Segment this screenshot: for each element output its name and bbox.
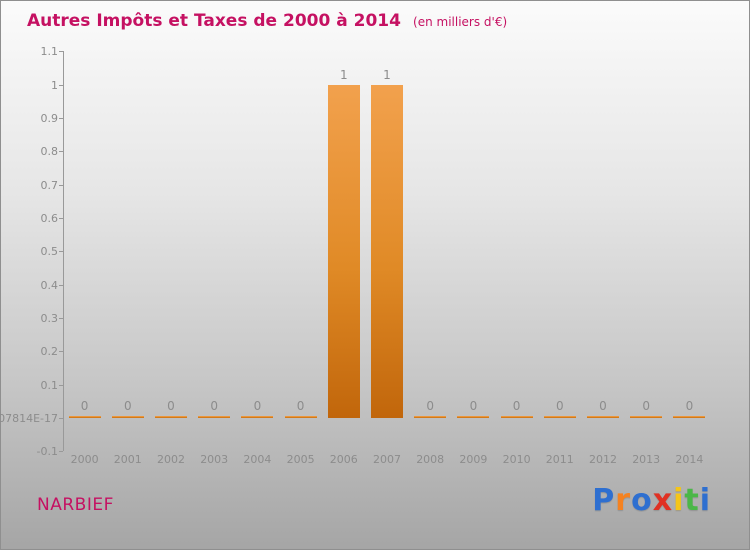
logo-letter: P bbox=[592, 483, 616, 518]
bar-value-label: 0 bbox=[123, 399, 132, 413]
y-tick-mark bbox=[59, 118, 63, 119]
logo-letter: i bbox=[699, 483, 711, 518]
x-axis-label: 2003 bbox=[200, 453, 229, 466]
y-tick-mark bbox=[59, 51, 63, 52]
zero-bar-dash bbox=[284, 416, 317, 418]
x-axis-label: 2002 bbox=[157, 453, 185, 466]
y-tick-label: 0.3 bbox=[40, 312, 59, 325]
bar-value-label: 1 bbox=[383, 68, 391, 82]
zero-bar-dash bbox=[155, 416, 187, 418]
y-tick-mark bbox=[59, 85, 63, 86]
y-tick-mark bbox=[59, 451, 63, 452]
x-axis-label: 2007 bbox=[373, 453, 401, 466]
x-axis-label: 2006 bbox=[329, 453, 358, 466]
x-axis-label: 2000 bbox=[70, 453, 99, 466]
y-tick-label: -0.1 bbox=[36, 445, 58, 458]
bar-value-label: 0 bbox=[167, 399, 175, 413]
x-axis-label: 2004 bbox=[243, 453, 272, 466]
y-axis-line bbox=[63, 51, 64, 451]
x-axis-label: 2014 bbox=[675, 453, 704, 466]
bar-value-label: 0 bbox=[210, 399, 218, 413]
x-axis-label: 2009 bbox=[459, 453, 488, 466]
zero-bar-dash bbox=[630, 416, 663, 418]
bar-value-label: 0 bbox=[512, 399, 521, 413]
zero-bar-dash bbox=[673, 416, 706, 418]
bar-value-label: 0 bbox=[296, 399, 305, 413]
chart-title: Autres Impôts et Taxes de 2000 à 2014 bbox=[27, 11, 401, 31]
bar-value-label: 0 bbox=[80, 399, 89, 413]
zero-bar-dash bbox=[241, 416, 274, 418]
logo-letter: o bbox=[631, 483, 653, 518]
zero-bar-dash bbox=[414, 416, 447, 418]
logo-letter: t bbox=[684, 483, 700, 518]
x-axis-label: 2001 bbox=[113, 453, 142, 466]
commune-name: NARBIEF bbox=[37, 495, 114, 515]
zero-bar-dash bbox=[198, 416, 231, 418]
zero-bar-dash bbox=[111, 416, 144, 418]
x-axis-label: 2013 bbox=[632, 453, 661, 466]
x-axis-label: 2010 bbox=[502, 453, 531, 466]
y-tick-label: 0.4 bbox=[40, 279, 59, 292]
y-tick-mark bbox=[59, 418, 63, 419]
y-tick-mark bbox=[59, 351, 63, 352]
y-tick-mark bbox=[59, 385, 63, 386]
logo-letter: i bbox=[673, 483, 685, 518]
proxiti-logo: Proxiti bbox=[592, 483, 711, 518]
y-tick-label: 0.5 bbox=[40, 245, 59, 258]
bar-value-label: 1 bbox=[339, 68, 348, 82]
bar bbox=[371, 85, 403, 418]
zero-bar-dash bbox=[500, 416, 533, 418]
bar-value-label: 0 bbox=[469, 399, 478, 413]
x-axis-label: 2011 bbox=[545, 453, 574, 466]
y-tick-mark bbox=[59, 285, 63, 286]
y-tick-label: 0.7 bbox=[40, 179, 59, 192]
bar-value-label: 0 bbox=[599, 399, 607, 413]
y-tick-label: 0.2 bbox=[40, 345, 59, 358]
bar-value-label: 0 bbox=[555, 399, 564, 413]
y-tick-label: 0.9 bbox=[40, 112, 59, 125]
y-tick-label: 4.07814E-17 bbox=[0, 412, 58, 425]
bar-value-label: 0 bbox=[685, 399, 694, 413]
y-tick-mark bbox=[59, 251, 63, 252]
logo-letter: r bbox=[615, 483, 632, 518]
bar-value-label: 0 bbox=[642, 399, 650, 413]
chart-subtitle: (en milliers d'€) bbox=[413, 15, 508, 29]
zero-bar-dash bbox=[543, 416, 576, 418]
y-tick-label: 0.6 bbox=[40, 212, 59, 225]
y-tick-label: 1.1 bbox=[40, 45, 59, 58]
y-tick-label: 0.8 bbox=[40, 145, 59, 158]
x-axis-label: 2005 bbox=[286, 453, 315, 466]
bar bbox=[327, 85, 360, 418]
y-tick-mark bbox=[59, 218, 63, 219]
x-axis-label: 2012 bbox=[589, 453, 617, 466]
y-tick-mark bbox=[59, 318, 63, 319]
zero-bar-dash bbox=[68, 416, 101, 418]
y-tick-mark bbox=[59, 185, 63, 186]
zero-bar-dash bbox=[457, 416, 490, 418]
x-axis-label: 2008 bbox=[416, 453, 445, 466]
zero-bar-dash bbox=[587, 416, 619, 418]
y-tick-mark bbox=[59, 151, 63, 152]
bar-value-label: 0 bbox=[253, 399, 262, 413]
chart-header: Autres Impôts et Taxes de 2000 à 2014 (e… bbox=[27, 11, 507, 31]
logo-letter: x bbox=[652, 483, 674, 518]
y-tick-label: 1 bbox=[51, 79, 58, 92]
bar-value-label: 0 bbox=[426, 399, 434, 413]
y-tick-label: 0.1 bbox=[40, 379, 59, 392]
